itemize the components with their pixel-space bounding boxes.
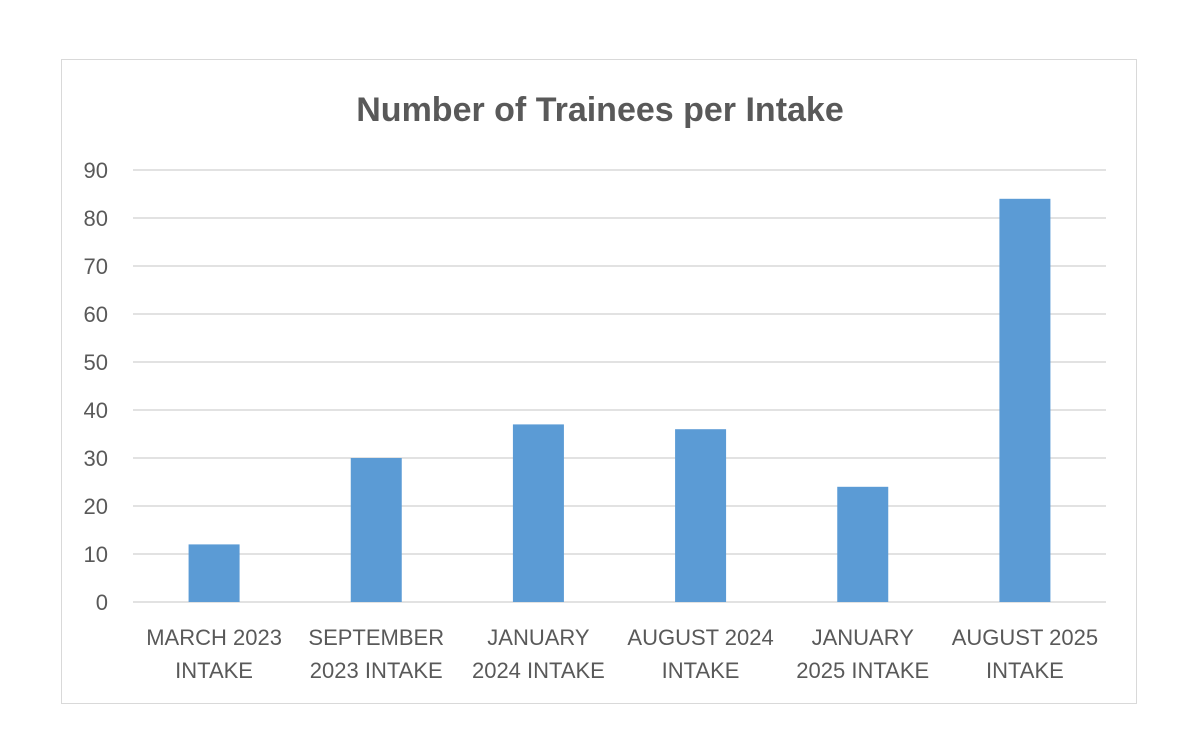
y-tick-label: 70 [84, 254, 108, 279]
y-tick-label: 10 [84, 542, 108, 567]
x-category-label: AUGUST 2025 INTAKE [952, 625, 1098, 683]
bars [188, 198, 1051, 603]
gridlines [133, 169, 1106, 603]
x-axis-labels: MARCH 2023 INTAKE SEPTEMBER 2023 INTAKE JANU… [146, 625, 1098, 683]
y-tick-label: 50 [84, 350, 108, 375]
bar-chart: Number of Trainees per Intake 0 10 20 30 40 5… [84, 91, 1106, 683]
bar [188, 544, 240, 602]
x-category-label: MARCH 2023 INTAKE [146, 625, 282, 683]
y-tick-label: 60 [84, 302, 108, 327]
y-axis-ticks: 0 10 20 30 40 50 60 70 80 90 [84, 158, 108, 615]
y-tick-label: 30 [84, 446, 108, 471]
chart-frame: Number of Trainees per Intake 0 10 20 30 40 5… [61, 59, 1137, 704]
x-category-label: AUGUST 2024 INTAKE [627, 625, 773, 683]
y-tick-label: 80 [84, 206, 108, 231]
bar [350, 458, 402, 602]
bar [837, 486, 889, 602]
x-category-label: JANUARY 2025 INTAKE [796, 625, 929, 683]
y-tick-label: 90 [84, 158, 108, 183]
bar [999, 198, 1051, 603]
chart-title: Number of Trainees per Intake [356, 91, 844, 129]
bar [675, 429, 727, 602]
y-tick-label: 20 [84, 494, 108, 519]
bar [512, 424, 564, 602]
x-category-label: JANUARY 2024 INTAKE [472, 625, 605, 683]
y-tick-label: 0 [96, 590, 108, 615]
x-category-label: SEPTEMBER 2023 INTAKE [308, 625, 444, 683]
y-tick-label: 40 [84, 398, 108, 423]
